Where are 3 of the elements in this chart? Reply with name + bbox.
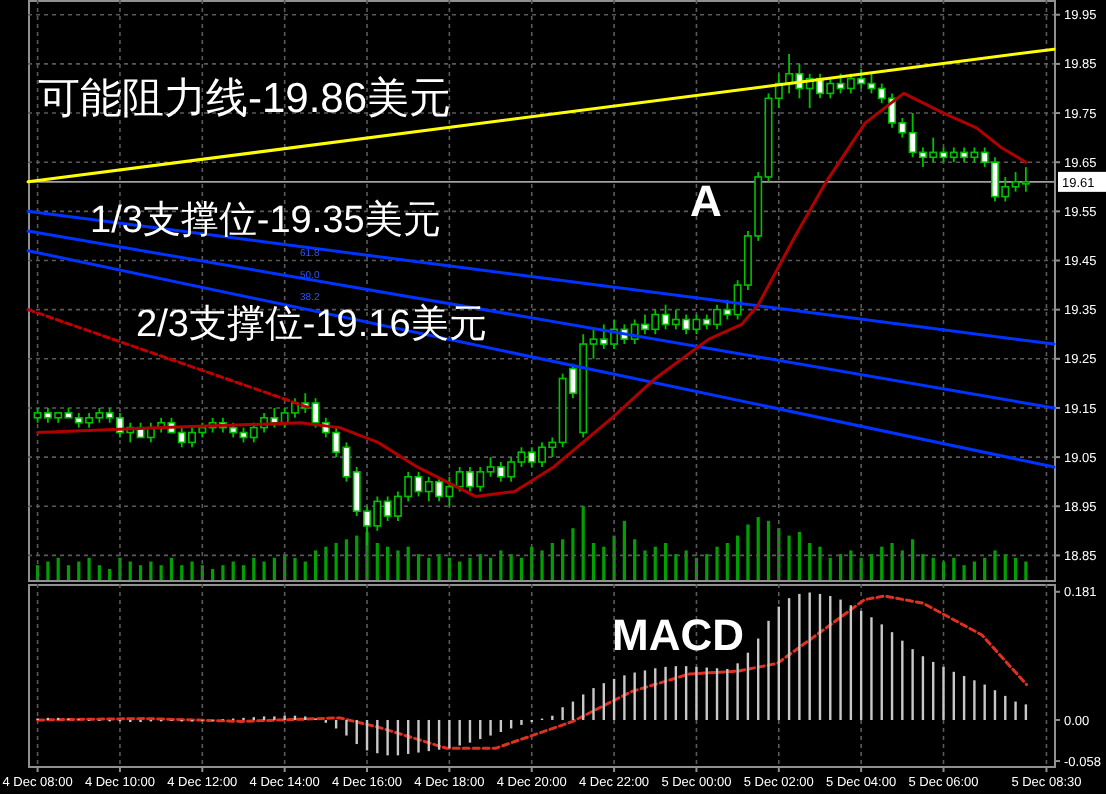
annotation: A: [690, 176, 722, 226]
annotation: MACD: [612, 610, 744, 660]
series-label: 可能阻力线-19.86美元: [38, 76, 452, 122]
